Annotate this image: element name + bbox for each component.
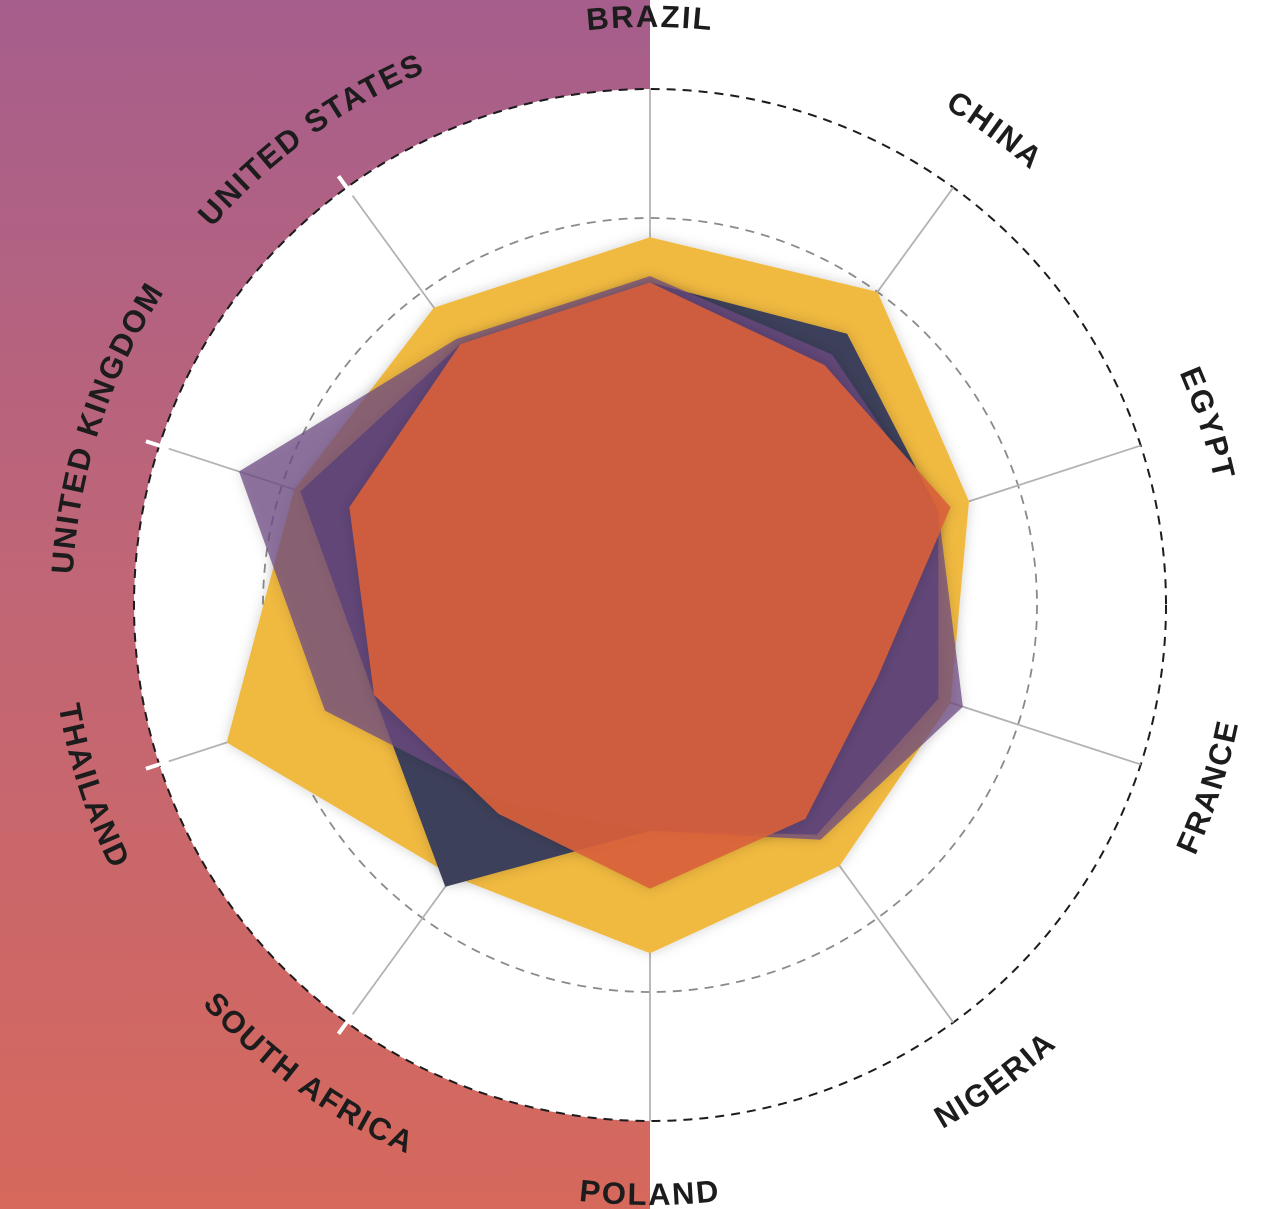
axis-label-egypt: EGYPT <box>1173 362 1242 484</box>
series-4-area <box>349 282 951 889</box>
axis-label-france: FRANCE <box>1169 716 1245 859</box>
axis-label-nigeria: NIGERIA <box>928 1024 1062 1135</box>
ring-tick-united-kingdom <box>145 439 170 451</box>
grid-ring-3 <box>262 217 1038 993</box>
outer-dashed-ring <box>133 88 1167 1122</box>
ring-tick-marks <box>145 175 355 1035</box>
ring-tick-united-states <box>336 175 355 197</box>
series-layer <box>226 237 969 954</box>
axis-label-poland: POLAND <box>578 1173 722 1209</box>
axis-label-china: CHINA <box>941 84 1050 177</box>
ring-tick-south-africa <box>336 1013 355 1035</box>
ring-tick-thailand <box>145 759 170 771</box>
axis-label-thailand: THAILAND <box>52 701 138 875</box>
axis-label-brazil: BRAZIL <box>585 0 715 37</box>
